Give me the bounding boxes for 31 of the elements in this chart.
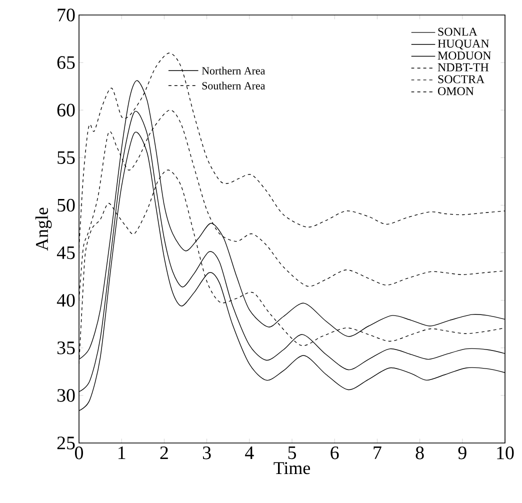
y-tick-label: 60 [57,104,75,116]
legend-label: MODUON [438,52,492,60]
x-tick-label: 5 [288,446,296,460]
y-axis-title: Angle [35,208,52,251]
x-tick-label: 8 [416,446,424,460]
y-tick-label: 25 [57,436,75,450]
y-tick-label: 40 [56,294,75,307]
x-tick-label: 10 [497,446,514,460]
x-tick-label: 2 [160,446,168,460]
annotation: Northern Area [202,66,266,74]
y-tick-label: 30 [57,389,75,402]
y-tick-label: 45 [56,246,75,260]
x-tick-label: 4 [245,446,254,459]
y-tick-label: 50 [58,198,75,212]
legend-label: SONLA [438,28,478,36]
legend-label: SOCTRA [438,75,485,84]
x-axis-title: Time [274,462,310,474]
legend-label: NDBT-TH [438,63,489,72]
y-tick-label: 65 [57,56,75,69]
legend-label: HUQUAN [438,40,490,50]
x-tick-label: 7 [374,446,382,459]
x-tick-label: 6 [330,446,339,460]
x-tick-label: 0 [74,446,84,460]
y-tick-label: 70 [58,8,75,22]
x-tick-label: 9 [458,446,466,460]
legend-label: OMON [438,87,474,96]
y-tick-label: 55 [58,151,75,164]
annotation: Southern Area [202,82,266,90]
x-tick-label: 3 [202,446,211,460]
x-tick-label: 1 [118,446,126,459]
y-tick-label: 35 [57,342,75,354]
